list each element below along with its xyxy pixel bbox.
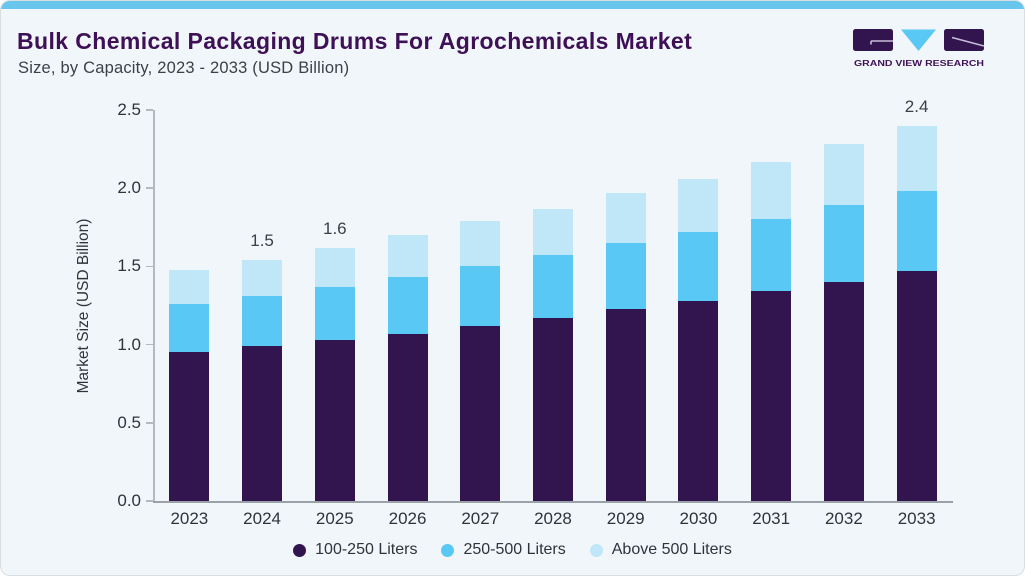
bar-segment-250-500-liters bbox=[896, 191, 937, 272]
bar-segment-250-500-liters bbox=[751, 219, 792, 292]
bar-segment-100-250-liters bbox=[169, 352, 210, 501]
bar-segment-250-500-liters bbox=[460, 266, 501, 326]
y-tick-label: 2.5 bbox=[117, 100, 141, 119]
y-tick-label: 1.0 bbox=[117, 334, 141, 354]
bar-segment-above-500-liters bbox=[169, 269, 210, 304]
x-axis-label: 2031 bbox=[752, 509, 791, 528]
bar-segment-100-250-liters bbox=[387, 333, 428, 501]
bar-segment-250-500-liters bbox=[314, 286, 355, 340]
logo-mark-left bbox=[853, 29, 893, 51]
legend-label: 250-500 Liters bbox=[463, 541, 566, 558]
legend-item: Above 500 Liters bbox=[589, 541, 732, 559]
logo-text: GRAND VIEW RESEARCH bbox=[854, 58, 984, 68]
y-tick-mark bbox=[146, 422, 153, 424]
x-axis-label: 2023 bbox=[170, 509, 209, 528]
bar-segment-above-500-liters bbox=[896, 125, 937, 192]
bar-segment-100-250-liters bbox=[823, 282, 864, 501]
bar-segment-above-500-liters bbox=[387, 235, 428, 278]
bar-segment-100-250-liters bbox=[605, 308, 646, 501]
bar-segment-above-500-liters bbox=[314, 247, 355, 287]
logo-triangle-icon bbox=[901, 29, 936, 51]
bar-segment-above-500-liters bbox=[605, 192, 646, 243]
bar-segment-100-250-liters bbox=[314, 339, 355, 501]
bar-segment-above-500-liters bbox=[823, 144, 864, 206]
bar-segment-250-500-liters bbox=[169, 303, 210, 353]
chart-legend: 100-250 Liters 250-500 Liters Above 500 Li… bbox=[1, 541, 1024, 559]
legend-item: 250-500 Liters bbox=[441, 541, 566, 559]
x-axis-label: 2027 bbox=[461, 509, 500, 528]
x-axis-line bbox=[153, 501, 953, 503]
bar-segment-above-500-liters bbox=[751, 161, 792, 220]
x-axis-label: 2026 bbox=[388, 509, 427, 528]
bar-segment-250-500-liters bbox=[678, 231, 719, 301]
chart-subtitle: Size, by Capacity, 2023 - 2033 (USD Bill… bbox=[18, 59, 350, 77]
bar-segment-100-250-liters bbox=[896, 271, 937, 501]
bar-total-label: 1.6 bbox=[322, 218, 347, 238]
y-tick-mark bbox=[146, 500, 153, 502]
gvr-logo: GRAND VIEW RESEARCH bbox=[853, 29, 985, 69]
bar-segment-100-250-liters bbox=[678, 300, 719, 501]
legend-label: 100-250 Liters bbox=[315, 541, 418, 558]
x-axis-label: 2029 bbox=[606, 509, 645, 528]
bar-segment-250-500-liters bbox=[387, 277, 428, 334]
y-tick-mark bbox=[146, 265, 153, 268]
bar-segment-250-500-liters bbox=[605, 242, 646, 309]
bar-segment-above-500-liters bbox=[460, 221, 501, 267]
bar-total-label: 2.4 bbox=[904, 96, 929, 116]
y-tick-label: 0.0 bbox=[117, 491, 141, 510]
bar-segment-above-500-liters bbox=[678, 178, 719, 232]
legend-item: 100-250 Liters bbox=[293, 541, 417, 559]
x-axis-label: 2024 bbox=[243, 509, 281, 528]
top-accent-bar bbox=[1, 1, 1024, 9]
bar-segment-above-500-liters bbox=[242, 260, 283, 297]
logo-mark-right bbox=[944, 29, 985, 51]
y-tick-label: 2.0 bbox=[117, 178, 141, 198]
x-axis-label: 2033 bbox=[897, 509, 936, 528]
legend-dot-icon bbox=[293, 543, 307, 557]
bar-segment-above-500-liters bbox=[533, 208, 573, 256]
y-tick-label: 1.5 bbox=[117, 256, 141, 276]
bar-segment-250-500-liters bbox=[242, 296, 283, 347]
x-axis-label: 2032 bbox=[824, 509, 863, 528]
bar-segment-100-250-liters bbox=[460, 325, 501, 501]
y-tick-label: 0.5 bbox=[117, 412, 141, 432]
y-axis-line bbox=[153, 110, 155, 503]
x-axis-label: 2028 bbox=[534, 509, 572, 528]
legend-dot-icon bbox=[589, 543, 603, 557]
bar-segment-250-500-liters bbox=[823, 205, 864, 283]
y-tick-mark bbox=[146, 343, 153, 346]
y-tick-mark bbox=[146, 109, 153, 111]
bar-segment-100-250-liters bbox=[751, 291, 792, 501]
bar-total-label: 1.5 bbox=[250, 231, 274, 251]
x-axis-label: 2025 bbox=[315, 509, 354, 528]
legend-label: Above 500 Liters bbox=[611, 541, 732, 558]
y-tick-mark bbox=[146, 187, 153, 189]
bar-segment-100-250-liters bbox=[242, 346, 283, 501]
bar-segment-100-250-liters bbox=[533, 318, 573, 501]
chart-title: Bulk Chemical Packaging Drums For Agroch… bbox=[17, 28, 693, 54]
x-axis-label: 2030 bbox=[679, 509, 718, 528]
legend-dot-icon bbox=[441, 543, 455, 557]
bar-segment-250-500-liters bbox=[533, 255, 573, 318]
